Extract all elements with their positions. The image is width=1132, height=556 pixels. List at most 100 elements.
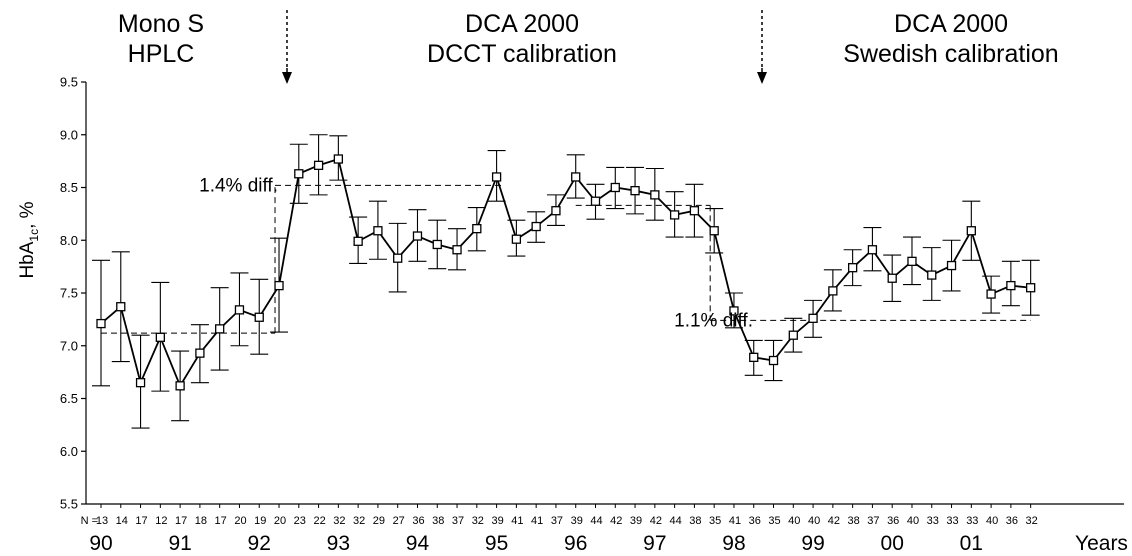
- year-label: 97: [643, 532, 666, 555]
- data-point: [175, 381, 185, 391]
- n-value-label: 39: [630, 515, 642, 527]
- n-value-label: 33: [927, 515, 939, 527]
- arrow-transition-2: [757, 10, 767, 84]
- n-value-label: 14: [116, 515, 128, 527]
- n-value-label: 42: [828, 515, 840, 527]
- y-tick-label: 9.0: [60, 127, 78, 142]
- y-axis-title-sub: 1c: [27, 229, 41, 242]
- n-value-label: 40: [986, 515, 998, 527]
- y-tick-label: 6.0: [60, 444, 78, 459]
- n-value-label: 41: [511, 515, 523, 527]
- n-value-label: 33: [946, 515, 958, 527]
- n-value-label: 42: [650, 515, 662, 527]
- data-point: [491, 172, 502, 182]
- period-3-line1: DCA 2000: [894, 10, 1008, 38]
- n-value-label: 12: [155, 515, 167, 527]
- data-point: [709, 226, 719, 236]
- n-value-label: 22: [313, 515, 325, 527]
- data-point: [531, 221, 541, 232]
- period-2-line1: DCA 2000: [465, 10, 579, 38]
- data-point: [373, 226, 383, 236]
- n-value-label: 40: [788, 515, 800, 527]
- y-axis-title-main: HbA: [17, 241, 38, 278]
- year-label: 95: [485, 532, 508, 555]
- data-point: [195, 348, 205, 358]
- n-value-label: 23: [294, 515, 306, 527]
- y-tick-label: 8.5: [60, 180, 78, 195]
- year-label: 90: [89, 532, 112, 555]
- n-value-label: 35: [709, 515, 721, 527]
- data-point: [650, 190, 660, 200]
- data-points: [96, 154, 1036, 391]
- data-point: [808, 313, 818, 323]
- year-label: 93: [327, 532, 350, 555]
- data-point: [432, 239, 442, 250]
- n-prefix-label: N =: [81, 515, 98, 527]
- year-label: 98: [722, 532, 745, 555]
- n-value-label: 44: [590, 515, 602, 527]
- data-point: [669, 210, 680, 220]
- y-axis-title: HbA1c, %: [17, 201, 41, 278]
- data-point: [333, 154, 344, 164]
- data-point: [215, 324, 225, 334]
- data-point: [116, 302, 126, 312]
- n-value-label: 36: [1006, 515, 1018, 527]
- data-point: [729, 306, 739, 316]
- data-point: [551, 206, 561, 216]
- y-tick-label: 7.0: [60, 338, 78, 353]
- data-point: [927, 270, 937, 280]
- data-point: [155, 332, 165, 342]
- n-value-label: 38: [432, 515, 444, 527]
- data-point: [254, 312, 264, 322]
- n-value-label: 39: [491, 515, 503, 527]
- data-point: [96, 318, 106, 329]
- n-value-label: 38: [848, 515, 860, 527]
- n-value-label: 35: [768, 515, 780, 527]
- year-label: 92: [248, 532, 271, 555]
- n-value-label: 37: [551, 515, 563, 527]
- period-2-line2: DCCT calibration: [427, 40, 617, 68]
- y-tick-label: 9.5: [60, 75, 78, 90]
- n-value-label: 38: [689, 515, 701, 527]
- data-point: [689, 206, 700, 216]
- annotation-diff-1: 1.4% diff.: [199, 175, 278, 196]
- y-tick-label: 6.5: [60, 391, 78, 406]
- n-value-label: 17: [215, 515, 227, 527]
- arrow-transition-1: [282, 10, 292, 84]
- n-value-label: 36: [412, 515, 424, 527]
- data-point: [847, 263, 858, 273]
- data-point: [274, 280, 284, 291]
- n-value-label: 32: [333, 515, 345, 527]
- n-value-label: 37: [867, 515, 879, 527]
- data-point: [412, 231, 423, 241]
- n-value-label: 41: [729, 515, 741, 527]
- data-point: [907, 256, 917, 267]
- data-point: [313, 160, 324, 170]
- year-label: 94: [406, 532, 430, 555]
- axes: [81, 81, 1124, 508]
- data-point: [1026, 283, 1036, 293]
- data-point: [135, 378, 146, 388]
- data-point: [511, 234, 522, 244]
- years-label: Years: [1075, 532, 1128, 555]
- data-point: [986, 289, 996, 299]
- data-point: [1006, 280, 1016, 291]
- year-label: 99: [801, 532, 824, 555]
- year-label: 96: [564, 532, 587, 555]
- data-point: [768, 355, 779, 366]
- data-point: [571, 172, 581, 182]
- year-label: 01: [960, 532, 983, 555]
- n-value-label: 29: [373, 515, 385, 527]
- period-1-line2: HPLC: [128, 40, 195, 68]
- n-value-label: 41: [531, 515, 543, 527]
- y-axis-title-tail: , %: [17, 201, 38, 229]
- n-value-label: 36: [887, 515, 899, 527]
- n-value-label: 42: [610, 515, 622, 527]
- year-label: 00: [881, 532, 904, 555]
- data-point: [590, 196, 601, 206]
- n-value-label: 37: [452, 515, 464, 527]
- data-point: [887, 273, 897, 283]
- n-value-label: 32: [472, 515, 484, 527]
- annotation-diff-2: 1.1% diff.: [674, 310, 753, 331]
